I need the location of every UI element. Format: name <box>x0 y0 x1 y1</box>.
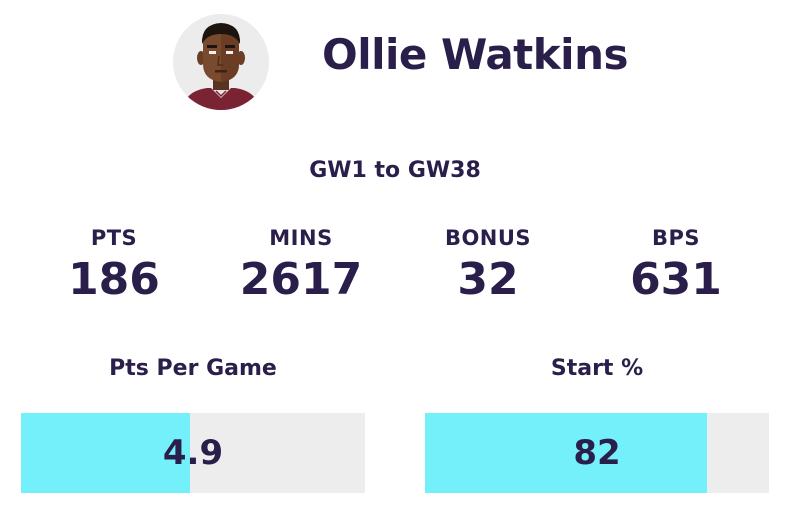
pts-per-game-value: 4.9 <box>162 433 224 473</box>
stat-pts: PTS 186 <box>29 226 199 305</box>
start-pct-bar: 82 <box>425 413 769 493</box>
player-avatar-icon <box>173 14 269 110</box>
player-name: Ollie Watkins <box>322 30 628 79</box>
pts-per-game-fill <box>21 413 190 493</box>
stat-label: MINS <box>269 226 333 250</box>
stat-label: BONUS <box>444 226 532 250</box>
stat-bps: BPS 631 <box>591 226 761 305</box>
stat-mins: MINS 2617 <box>216 226 386 305</box>
pts-per-game-bar: 4.9 <box>21 413 365 493</box>
stat-value: 2617 <box>239 254 363 305</box>
start-pct-value: 82 <box>573 433 621 473</box>
stat-label: PTS <box>90 226 138 250</box>
stat-value: 631 <box>630 254 722 305</box>
stat-value: 186 <box>68 254 160 305</box>
pts-per-game-title: Pts Per Game <box>109 356 277 381</box>
stat-value: 32 <box>457 254 519 305</box>
stat-label: BPS <box>651 226 701 250</box>
gameweek-range: GW1 to GW38 <box>309 158 481 183</box>
player-header: Ollie Watkins <box>0 0 790 130</box>
start-pct-title: Start % <box>550 356 644 381</box>
start-pct-fill <box>425 413 708 493</box>
stat-bonus: BONUS 32 <box>403 226 573 305</box>
